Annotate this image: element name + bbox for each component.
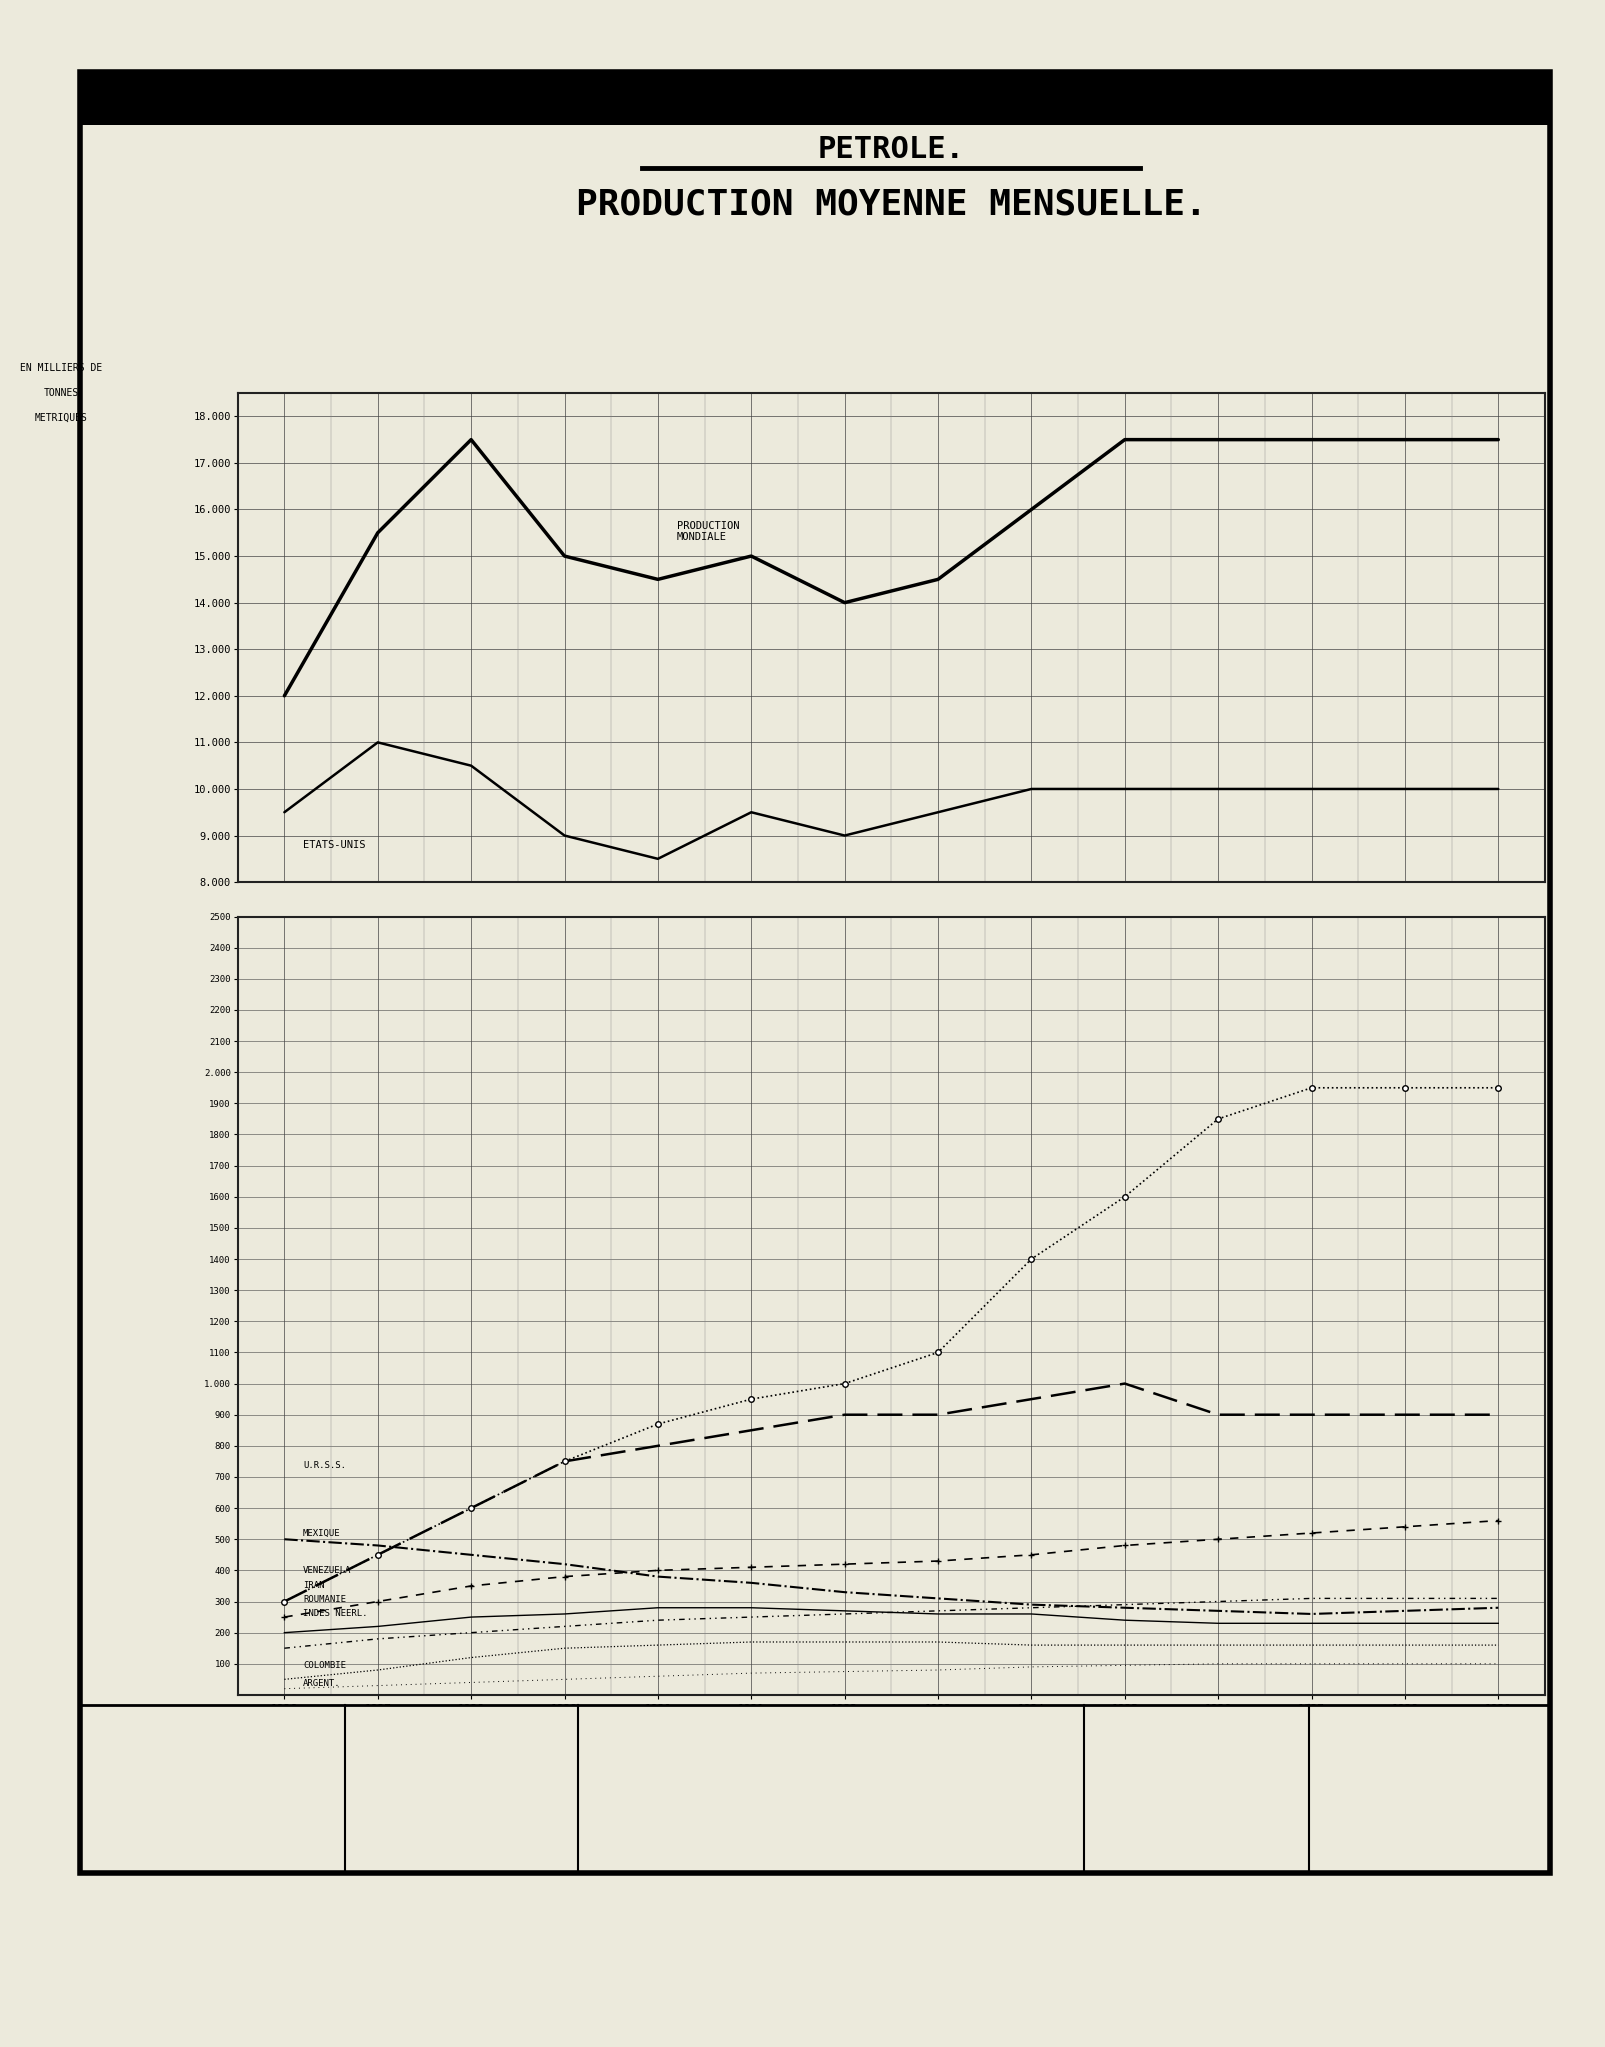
- Text: METRIQUES: METRIQUES: [35, 413, 87, 422]
- Text: TONNES: TONNES: [43, 389, 79, 397]
- Polygon shape: [133, 1822, 149, 1863]
- Text: U.R.S.S.: U.R.S.S.: [303, 1462, 345, 1470]
- Polygon shape: [112, 1715, 170, 1775]
- Text: DOC. N° 8/89: DOC. N° 8/89: [427, 1818, 498, 1828]
- Polygon shape: [108, 1752, 175, 1797]
- Text: INDES NEERL.: INDES NEERL.: [303, 1609, 368, 1617]
- Text: ETATS-UNIS: ETATS-UNIS: [303, 839, 366, 850]
- Text: LIEU: (∞): LIEU: (∞): [1345, 1767, 1406, 1777]
- Text: PRODUCTION
MONDIALE: PRODUCTION MONDIALE: [676, 520, 738, 542]
- Text: EN MILLIERS DE: EN MILLIERS DE: [19, 364, 103, 373]
- Text: COLOMBIE: COLOMBIE: [303, 1662, 345, 1670]
- Text: PERS:: PERS:: [1345, 1834, 1379, 1844]
- Text: CLASSIFIC.: CLASSIFIC.: [1165, 1750, 1226, 1760]
- Text: PRODUCTION MOYENNE MENSUELLE.: PRODUCTION MOYENNE MENSUELLE.: [576, 188, 1205, 221]
- Text: ROUMANIE: ROUMANIE: [303, 1595, 345, 1603]
- Text: Temps: "  ": Temps: " ": [1345, 1801, 1419, 1812]
- Text: IRAN: IRAN: [303, 1580, 324, 1591]
- Text: MAT: 665.5: MAT: 665.5: [1345, 1734, 1412, 1744]
- Text: VENEZUELA: VENEZUELA: [303, 1566, 351, 1576]
- Text: MEXIQUE: MEXIQUE: [303, 1529, 340, 1537]
- Text: ANN. STATIS.
S.D.N.: ANN. STATIS. S.D.N.: [177, 1799, 241, 1820]
- Text: SOURCE: SOURCE: [454, 1758, 469, 1803]
- Text: SOURCE:: SOURCE:: [183, 1740, 234, 1754]
- Bar: [1464, 1715, 1536, 1863]
- Polygon shape: [104, 1781, 178, 1822]
- Text: ENCYCLOPÆDIA
UNIVERSALIS
MUNDANEUM.: ENCYCLOPÆDIA UNIVERSALIS MUNDANEUM.: [766, 1756, 897, 1816]
- Text: PETROLE.: PETROLE.: [817, 135, 965, 164]
- Text: ARGENT.: ARGENT.: [303, 1679, 340, 1687]
